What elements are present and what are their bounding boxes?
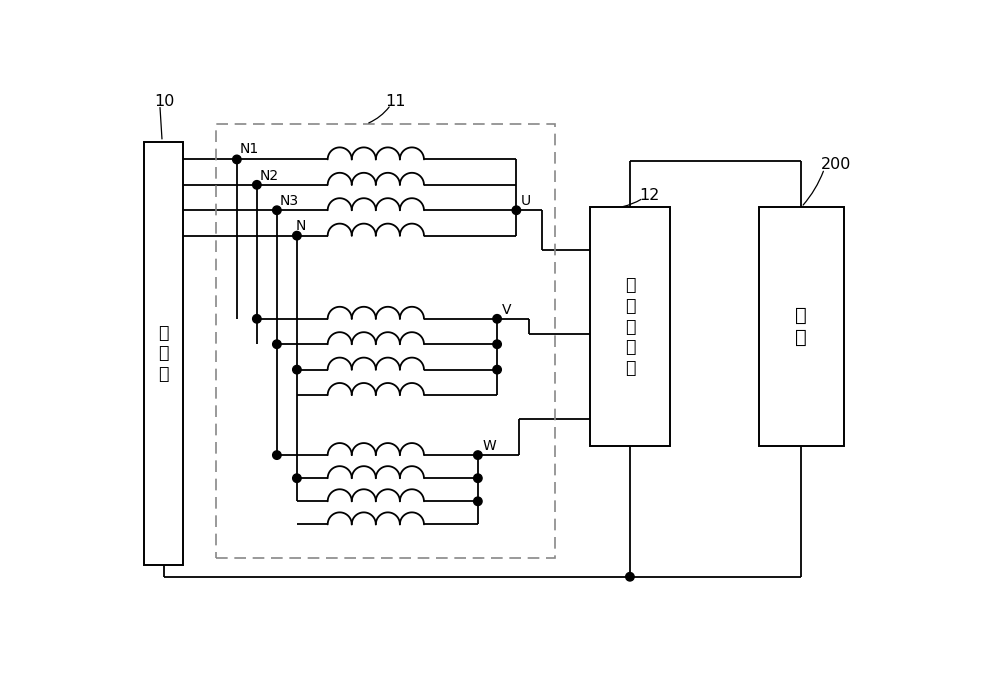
Text: 10: 10 [154,94,175,109]
Circle shape [474,474,482,483]
Circle shape [273,340,281,348]
Circle shape [493,340,501,348]
Text: N2: N2 [259,168,278,183]
Text: 12: 12 [640,188,660,203]
Circle shape [512,206,521,214]
Text: N3: N3 [279,194,298,208]
Circle shape [474,497,482,506]
Circle shape [253,315,261,323]
Text: 11: 11 [385,94,406,109]
Circle shape [273,206,281,214]
Circle shape [293,231,301,240]
Circle shape [293,365,301,374]
Text: N: N [295,220,306,233]
Text: 充
电
口: 充 电 口 [159,324,169,384]
Circle shape [493,365,501,374]
Circle shape [273,451,281,460]
Text: 电
池: 电 池 [795,306,807,347]
Text: 桥
臂
变
换
器: 桥 臂 变 换 器 [625,276,635,377]
Circle shape [233,155,241,164]
Circle shape [493,315,501,323]
Text: 200: 200 [820,157,851,173]
Text: V: V [502,303,511,317]
Circle shape [474,451,482,460]
Text: N1: N1 [239,142,258,156]
Circle shape [253,181,261,189]
Circle shape [626,572,634,581]
Text: W: W [482,439,496,453]
Text: U: U [521,194,531,208]
Circle shape [293,474,301,483]
